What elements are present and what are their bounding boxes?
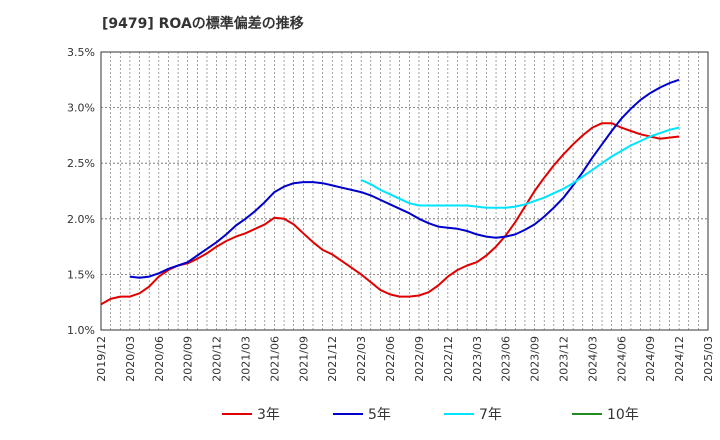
- y-tick-label: 1.0%: [67, 324, 95, 337]
- legend-label: 10年: [607, 407, 639, 423]
- x-tick-label: 2020/12: [211, 336, 224, 382]
- series-line: [100, 122, 680, 306]
- x-tick-label: 2023/06: [500, 336, 513, 382]
- legend-label: 5年: [368, 407, 391, 423]
- x-tick-label: 2024/12: [673, 336, 686, 382]
- x-tick-label: 2022/03: [355, 336, 368, 382]
- x-tick-label: 2022/12: [442, 336, 455, 382]
- y-tick-label: 2.5%: [67, 157, 95, 170]
- series-lines: [100, 78, 680, 306]
- chart-title: [9479] ROAの標準偏差の推移: [102, 16, 304, 32]
- y-tick-label: 3.5%: [67, 46, 95, 59]
- plot-area: [100, 51, 709, 331]
- x-tick-label: 2020/09: [182, 336, 195, 382]
- legend-label: 7年: [479, 407, 502, 423]
- grid: [101, 52, 708, 330]
- x-tick-label: 2024/06: [615, 336, 628, 382]
- y-tick-label: 1.5%: [67, 268, 95, 281]
- x-tick-label: 2021/09: [297, 336, 310, 382]
- x-tick-label: 2024/03: [586, 336, 599, 382]
- x-tick-label: 2023/03: [471, 336, 484, 382]
- x-tick-label: 2024/09: [644, 336, 657, 382]
- x-tick-label: 2023/09: [529, 336, 542, 382]
- x-tick-label: 2020/03: [124, 336, 137, 382]
- x-tick-label: 2022/09: [413, 336, 426, 382]
- x-tick-label: 2022/06: [384, 336, 397, 382]
- axis-ticks: 1.0% 1.5% 2.0% 2.5% 3.0% 3.5% 2019/12 2020/03 20…: [67, 46, 715, 382]
- legend-label: 3年: [257, 407, 280, 423]
- x-tick-label: 2021/12: [326, 336, 339, 382]
- x-tick-label: 2025/03: [702, 336, 715, 382]
- x-tick-label: 2021/06: [268, 336, 281, 382]
- x-tick-label: 2019/12: [95, 336, 108, 382]
- y-tick-label: 3.0%: [67, 102, 95, 115]
- series-line: [360, 126, 680, 209]
- x-tick-label: 2021/03: [240, 336, 253, 382]
- x-tick-label: 2020/06: [153, 336, 166, 382]
- x-tick-label: 2023/12: [557, 336, 570, 382]
- series-line: [129, 78, 680, 279]
- legend: 3年 5年 7年 10年: [222, 407, 639, 423]
- y-tick-label: 2.0%: [67, 213, 95, 226]
